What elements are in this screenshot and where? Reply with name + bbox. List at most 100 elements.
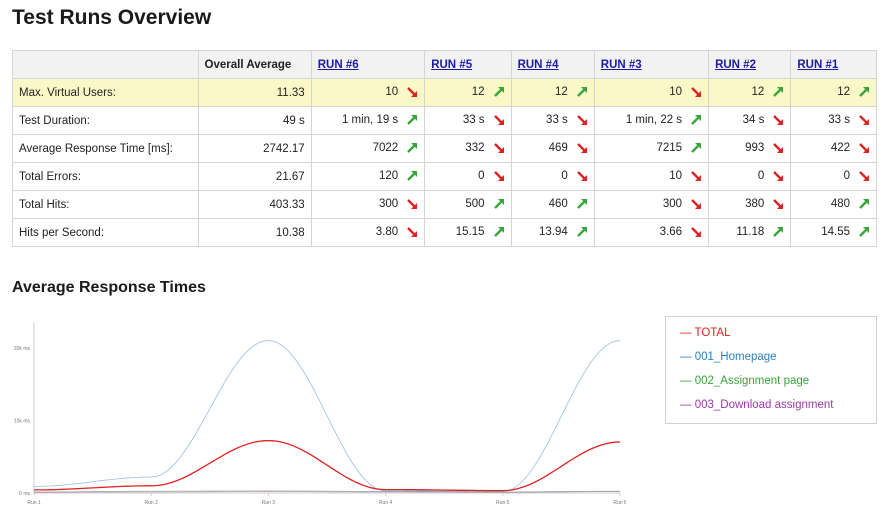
- run-2-link[interactable]: RUN #2: [715, 58, 756, 71]
- table-row: Test Duration: 49 s 1 min, 19 s 33 s 33 s 1 m…: [12, 106, 877, 135]
- run-value-cell: 7022: [310, 134, 426, 163]
- table-header-row: Overall Average RUN #6 RUN #5 RUN #4 RUN…: [12, 50, 877, 79]
- overall-average-cell: 11.33: [197, 78, 312, 107]
- run-value: 7022: [372, 142, 399, 155]
- run-value-cell: 993: [708, 134, 792, 163]
- run-value-cell: 469: [510, 134, 595, 163]
- row-label: Max. Virtual Users:: [12, 78, 199, 107]
- run-value-cell: 0: [708, 162, 792, 191]
- run-value: 12: [751, 86, 765, 99]
- run-value: 33 s: [546, 114, 568, 127]
- chart-legend: — TOTAL — 001_Homepage — 002_Assignment pa…: [665, 316, 877, 424]
- trend-up-icon: [406, 142, 418, 154]
- trend-down-icon: [772, 142, 784, 154]
- run-value: 7215: [656, 142, 683, 155]
- trend-up-icon: [576, 86, 588, 98]
- trend-down-icon: [406, 198, 418, 210]
- run-6-link[interactable]: RUN #6: [317, 58, 359, 71]
- run-value: 10: [385, 86, 399, 99]
- trend-up-icon: [858, 86, 870, 98]
- run-value-cell: 332: [424, 134, 512, 163]
- run-value: 380: [745, 198, 765, 211]
- trend-down-icon: [493, 170, 505, 182]
- header-run-3: RUN #3: [593, 50, 710, 79]
- trend-up-icon: [493, 226, 505, 238]
- run-value: 12: [837, 86, 850, 99]
- trend-down-icon: [690, 198, 702, 210]
- header-run-6: RUN #6: [310, 50, 426, 79]
- trend-down-icon: [858, 114, 870, 126]
- run-value: 469: [548, 142, 568, 155]
- run-value: 33 s: [828, 114, 850, 127]
- trend-down-icon: [772, 198, 784, 210]
- page-title: Test Runs Overview: [12, 6, 212, 29]
- run-4-link[interactable]: RUN #4: [517, 58, 559, 71]
- run-3-link[interactable]: RUN #3: [600, 58, 642, 71]
- legend-swatch: —: [680, 351, 695, 363]
- series-line-assignment: [34, 490, 620, 493]
- header-run-5: RUN #5: [424, 50, 512, 79]
- run-value-cell: 12: [424, 78, 512, 107]
- legend-item[interactable]: — 003_Download assignment: [680, 399, 833, 411]
- run-value-cell: 13.94: [510, 218, 595, 247]
- trend-down-icon: [576, 114, 588, 126]
- run-value-cell: 12: [790, 78, 877, 107]
- run-value-cell: 300: [593, 190, 710, 219]
- table-row: Average Response Time [ms]: 2742.17 7022 33…: [12, 134, 877, 163]
- trend-up-icon: [576, 226, 588, 238]
- table-row: Total Hits: 403.33 300 500 460 300 380 480: [12, 190, 877, 219]
- overall-average-cell: 10.38: [197, 218, 312, 247]
- trend-down-icon: [858, 142, 870, 154]
- y-tick-label: 10k ms: [14, 418, 30, 424]
- run-value: 3.80: [375, 226, 399, 239]
- trend-up-icon: [690, 142, 702, 154]
- trend-up-icon: [690, 114, 702, 126]
- run-value-cell: 3.80: [310, 218, 426, 247]
- run-value-cell: 33 s: [510, 106, 595, 135]
- trend-down-icon: [406, 226, 418, 238]
- trend-down-icon: [858, 170, 870, 182]
- run-1-link[interactable]: RUN #1: [797, 58, 839, 71]
- trend-up-icon: [406, 170, 418, 182]
- run-value: 10: [669, 170, 683, 183]
- trend-down-icon: [690, 86, 702, 98]
- run-value-cell: 10: [310, 78, 426, 107]
- trend-up-icon: [772, 226, 784, 238]
- y-tick-label: 0 ms: [19, 491, 30, 497]
- run-value-cell: 33 s: [790, 106, 877, 135]
- run-value-cell: 460: [510, 190, 595, 219]
- y-tick-label: 20k ms: [14, 346, 30, 352]
- row-label: Hits per Second:: [12, 218, 199, 247]
- legend-label: TOTAL: [694, 327, 731, 339]
- overall-average-cell: 403.33: [197, 190, 312, 219]
- run-value: 12: [471, 86, 485, 99]
- run-value: 0: [478, 170, 485, 183]
- table-row: Hits per Second: 10.38 3.80 15.15 13.94 3.66 1…: [12, 218, 877, 247]
- x-tick-label: Run 3: [262, 500, 276, 506]
- trend-down-icon: [690, 226, 702, 238]
- run-value-cell: 120: [310, 162, 426, 191]
- run-value: 993: [745, 142, 765, 155]
- legend-item[interactable]: — TOTAL: [680, 327, 731, 339]
- run-5-link[interactable]: RUN #5: [431, 58, 473, 71]
- trend-down-icon: [576, 170, 588, 182]
- chart-section-title: Average Response Times: [12, 279, 206, 296]
- run-value-cell: 33 s: [424, 106, 512, 135]
- table-row: Max. Virtual Users: 11.33 10 12 12 10 12 12: [12, 78, 877, 107]
- legend-item[interactable]: — 001_Homepage: [680, 351, 777, 363]
- legend-label: 003_Download assignment: [694, 399, 834, 411]
- run-value-cell: 12: [510, 78, 595, 107]
- table-row: Total Errors: 21.67 120 0 0 10 0 0: [12, 162, 877, 191]
- legend-item[interactable]: — 002_Assignment page: [680, 375, 809, 387]
- overall-average-cell: 49 s: [197, 106, 312, 135]
- run-value: 0: [843, 170, 850, 183]
- run-value: 3.66: [659, 226, 683, 239]
- run-value: 15.15: [455, 226, 485, 239]
- run-value-cell: 380: [708, 190, 792, 219]
- trend-up-icon: [493, 86, 505, 98]
- run-value: 500: [465, 198, 485, 211]
- header-empty-cell: [12, 50, 199, 79]
- header-overall-average: Overall Average: [197, 50, 312, 79]
- legend-swatch: —: [680, 399, 695, 411]
- test-runs-table: Overall Average RUN #6 RUN #5 RUN #4 RUN…: [12, 50, 877, 247]
